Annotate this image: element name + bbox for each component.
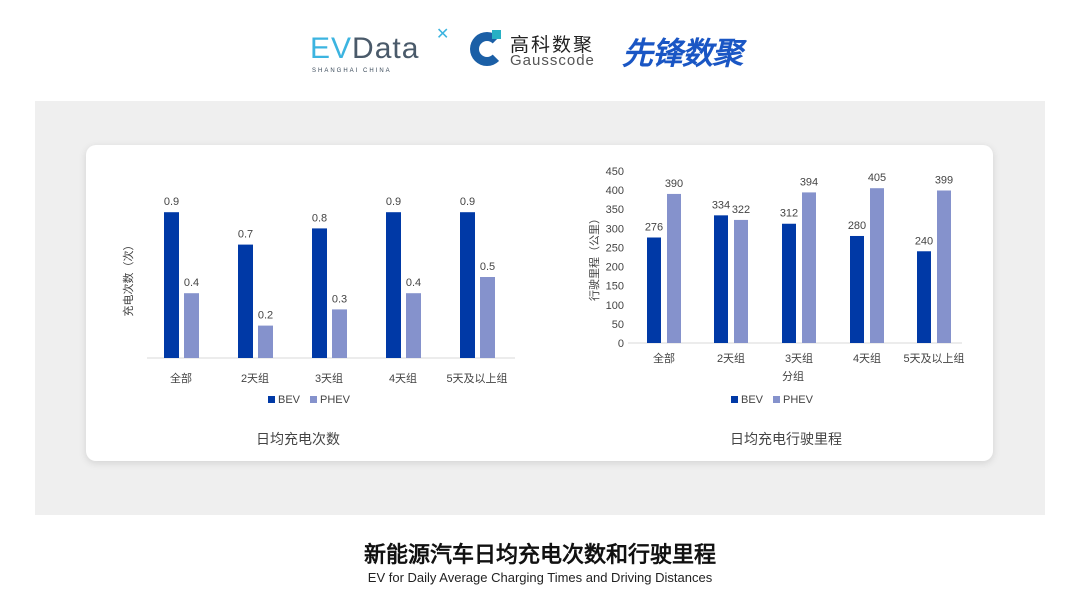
y-tick-label: 300 — [606, 223, 624, 235]
bar-phev — [870, 188, 884, 343]
xianfeng-logo: 先锋数聚 — [622, 36, 743, 71]
chart-card — [86, 145, 993, 461]
logo-bar: EVData ✕ SHANGHAI CHINA 高科数聚 Gausscode 先锋数聚 — [310, 26, 743, 74]
chart-title: 日均充电行驶里程 — [730, 431, 842, 447]
bar-phev — [734, 219, 748, 343]
bar-phev — [667, 193, 681, 343]
data-label: 276 — [645, 222, 663, 234]
data-label: 0.9 — [164, 196, 179, 208]
legend-swatch-phev — [773, 396, 780, 403]
chart-title: 日均充电次数 — [256, 431, 340, 447]
y-tick-label: 200 — [606, 262, 624, 274]
legend-swatch-bev — [268, 396, 275, 403]
x-tick-label: 全部 — [170, 371, 192, 385]
bar-bev — [782, 223, 796, 343]
data-label: 0.9 — [386, 196, 401, 208]
data-label: 280 — [848, 220, 866, 232]
data-label: 394 — [800, 176, 818, 188]
data-label: 0.7 — [238, 229, 253, 241]
x-tick-label: 3天组 — [315, 371, 343, 385]
legend-label-bev: BEV — [278, 394, 301, 406]
data-label: 312 — [780, 208, 798, 220]
legend-label-phev: PHEV — [783, 394, 814, 406]
x-tick-label: 5天及以上组 — [903, 351, 964, 365]
y-tick-label: 250 — [606, 242, 624, 254]
x-tick-label: 2天组 — [241, 371, 269, 385]
data-label: 322 — [732, 204, 750, 216]
data-label: 0.8 — [312, 212, 327, 224]
x-axis-title: 分组 — [782, 369, 804, 383]
gausscode-mark-icon — [470, 32, 504, 66]
bar-bev — [312, 228, 327, 358]
y-tick-label: 150 — [606, 281, 624, 293]
x-tick-label: 4天组 — [389, 371, 417, 385]
x-tick-label: 4天组 — [853, 351, 881, 365]
data-label: 390 — [665, 178, 683, 190]
legend-label-phev: PHEV — [320, 394, 351, 406]
y-tick-label: 0 — [618, 338, 624, 350]
bar-bev — [164, 212, 179, 358]
y-axis-title: 行驶里程（公里） — [587, 213, 601, 301]
legend-swatch-bev — [731, 396, 738, 403]
bar-phev — [802, 192, 816, 343]
y-tick-label: 100 — [606, 300, 624, 312]
legend-swatch-phev — [310, 396, 317, 403]
legend-label-bev: BEV — [741, 394, 764, 406]
y-axis-title: 充电次数（次） — [121, 240, 135, 317]
data-label: 399 — [935, 174, 953, 186]
data-label: 0.9 — [460, 196, 475, 208]
bar-phev — [258, 325, 273, 358]
bar-phev — [184, 293, 199, 358]
bar-phev — [480, 277, 495, 358]
evdata-logo: EVData ✕ SHANGHAI CHINA — [310, 26, 451, 74]
bar-bev — [460, 212, 475, 358]
bar-phev — [937, 190, 951, 343]
y-tick-label: 50 — [612, 319, 624, 331]
y-tick-label: 400 — [606, 185, 624, 197]
bar-bev — [917, 251, 931, 343]
bar-bev — [850, 235, 864, 343]
x-tick-label: 全部 — [653, 351, 675, 365]
bar-bev — [386, 212, 401, 358]
data-label: 0.4 — [406, 277, 421, 289]
bar-bev — [238, 244, 253, 358]
data-label: 405 — [868, 172, 886, 184]
bar-phev — [406, 293, 421, 358]
data-label: 0.2 — [258, 310, 273, 322]
data-label: 334 — [712, 199, 730, 211]
x-tick-label: 5天及以上组 — [446, 371, 507, 385]
data-label: 0.3 — [332, 293, 347, 305]
bar-phev — [332, 309, 347, 358]
bar-bev — [647, 237, 661, 343]
data-label: 0.5 — [480, 261, 495, 273]
page-title: 新能源汽车日均充电次数和行驶里程 — [363, 543, 716, 568]
y-tick-label: 350 — [606, 204, 624, 216]
data-label: 0.4 — [184, 277, 199, 289]
page-subtitle: EV for Daily Average Charging Times and … — [367, 570, 713, 585]
x-tick-label: 3天组 — [785, 351, 813, 365]
x-tick-label: 2天组 — [717, 351, 745, 365]
data-label: 240 — [915, 235, 933, 247]
bar-bev — [714, 215, 728, 343]
y-tick-label: 450 — [606, 166, 624, 178]
